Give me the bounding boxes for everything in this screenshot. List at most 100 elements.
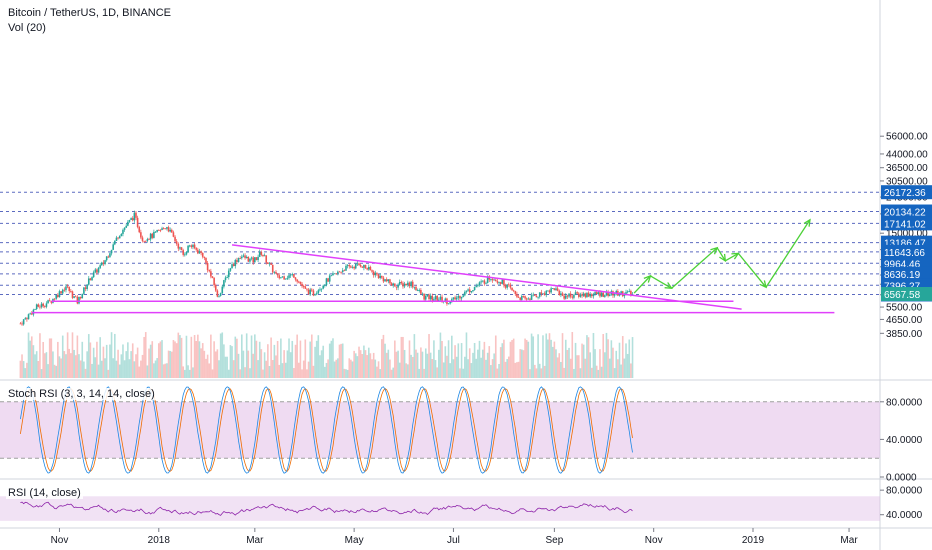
volume-bar (265, 360, 268, 378)
volume-bar (397, 350, 399, 378)
candle-body (420, 289, 422, 294)
volume-bar (454, 345, 456, 378)
volume-bar (405, 363, 408, 378)
volume-bar (418, 368, 421, 378)
candle-body (428, 294, 430, 300)
candle-body (454, 297, 456, 300)
volume-bar (525, 339, 528, 378)
volume-bar (555, 349, 557, 378)
candle-body (91, 277, 93, 281)
volume-bar (50, 338, 53, 378)
last-price-label: 6567.58 (884, 290, 921, 301)
volume-bar (257, 360, 259, 378)
volume-bar (278, 364, 281, 378)
candle-body (571, 296, 574, 298)
volume-bar (254, 334, 256, 378)
candle-body (63, 289, 66, 291)
rsi-tick-label: 40.0000 (886, 510, 923, 521)
candle-body (241, 256, 243, 259)
candle-body (407, 282, 409, 286)
volume-bar (214, 351, 217, 378)
candle-body (280, 277, 282, 279)
volume-bar (47, 364, 49, 378)
candle-body (452, 297, 455, 300)
candle-body (597, 292, 600, 295)
volume-bar (366, 355, 368, 378)
volume-bar (153, 363, 155, 378)
candle-body (481, 280, 484, 282)
stoch-tick-label: 40.0000 (886, 435, 923, 446)
candle-body (385, 279, 388, 282)
rsi-label: RSI (14, close) (6, 487, 83, 499)
candle-body (451, 299, 453, 302)
candle-body (400, 281, 403, 284)
volume-bar (558, 353, 561, 378)
volume-bar (511, 340, 513, 378)
volume-bar (122, 344, 124, 378)
stoch-band (0, 401, 880, 459)
volume-bar (157, 343, 160, 378)
volume-bar (400, 336, 403, 378)
candle-body (433, 299, 435, 301)
volume-bar (540, 368, 543, 378)
volume-bar (61, 335, 64, 378)
volume-bar (190, 336, 193, 378)
volume-bar (444, 346, 447, 378)
candle-body (358, 263, 360, 265)
volume-bar (26, 362, 28, 378)
volume-bar (289, 352, 292, 378)
candle-body (210, 271, 212, 277)
volume-bar (402, 336, 404, 378)
candle-body (538, 292, 541, 297)
volume-bar (211, 369, 214, 378)
candle-body (39, 306, 41, 308)
candle-body (338, 271, 341, 273)
volume-bar (213, 341, 215, 378)
candle-body (37, 304, 40, 307)
candle-body (582, 293, 585, 296)
price-tick-label: 56000.00 (886, 132, 928, 143)
candle-body (71, 291, 74, 298)
candle-body (87, 278, 90, 285)
time-tick-label: Jul (447, 535, 460, 546)
candle-body (125, 225, 128, 228)
volume-bar (324, 366, 326, 378)
volume-label: Vol (20) (8, 22, 46, 34)
candle-body (201, 252, 204, 257)
volume-bar (494, 335, 497, 378)
candle-body (587, 292, 590, 297)
volume-bar (118, 364, 121, 378)
price-tick-label: 3850.00 (886, 329, 923, 340)
volume-bar (387, 349, 390, 378)
volume-bar (597, 369, 600, 378)
candle-body (548, 290, 551, 293)
volume-bar (166, 363, 168, 378)
candle-body (325, 278, 328, 285)
candle-body (626, 291, 629, 293)
volume-bar (114, 333, 116, 378)
projection-segment (737, 252, 767, 288)
volume-bar (245, 333, 248, 378)
volume-bar (252, 353, 254, 378)
volume-bar (60, 358, 62, 378)
candle-body (99, 265, 101, 268)
volume-bar (532, 336, 535, 378)
volume-bar (210, 334, 212, 378)
time-tick-label: Mar (840, 535, 858, 546)
volume-bar (475, 358, 478, 378)
volume-bar (128, 359, 131, 378)
volume-bar (312, 365, 315, 378)
candle-body (534, 294, 536, 296)
candle-body (174, 236, 176, 242)
volume-bar (84, 368, 87, 378)
volume-bar (144, 332, 147, 378)
candle-body (317, 290, 320, 294)
volume-bar (161, 340, 163, 378)
volume-bar (185, 335, 188, 378)
time-tick-label: 2019 (742, 535, 765, 546)
volume-bar (332, 338, 334, 378)
candle-body (234, 260, 237, 267)
candle-body (584, 293, 587, 298)
candle-body (144, 240, 147, 242)
